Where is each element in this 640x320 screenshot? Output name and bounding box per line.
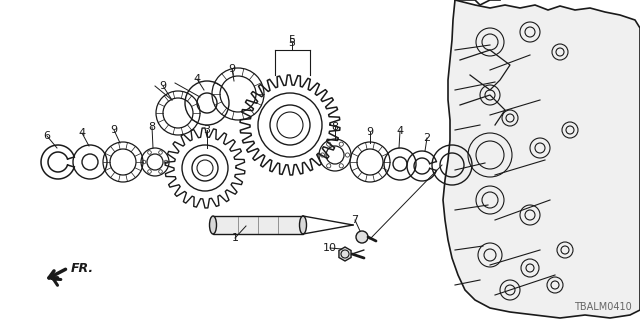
Text: 2: 2 xyxy=(424,133,431,143)
Text: 5: 5 xyxy=(289,35,296,45)
Text: 6: 6 xyxy=(44,131,51,141)
Circle shape xyxy=(356,231,368,243)
Text: 1: 1 xyxy=(232,233,239,243)
Text: 3: 3 xyxy=(204,125,211,135)
Polygon shape xyxy=(339,247,351,261)
Text: 9: 9 xyxy=(159,81,166,91)
Text: 4: 4 xyxy=(193,74,200,84)
Text: 4: 4 xyxy=(396,126,404,136)
Text: 8: 8 xyxy=(148,122,156,132)
Text: 9: 9 xyxy=(228,64,236,74)
Polygon shape xyxy=(443,0,640,318)
Text: TBALM0410: TBALM0410 xyxy=(574,302,632,312)
Text: 5: 5 xyxy=(289,38,296,48)
Text: 8: 8 xyxy=(332,122,339,132)
Polygon shape xyxy=(213,216,303,234)
Text: 10: 10 xyxy=(323,243,337,253)
Ellipse shape xyxy=(209,216,216,234)
Text: FR.: FR. xyxy=(71,262,94,276)
Text: 4: 4 xyxy=(79,128,86,138)
Text: 9: 9 xyxy=(367,127,374,137)
Text: 7: 7 xyxy=(351,215,358,225)
Text: 9: 9 xyxy=(111,125,118,135)
Ellipse shape xyxy=(300,216,307,234)
